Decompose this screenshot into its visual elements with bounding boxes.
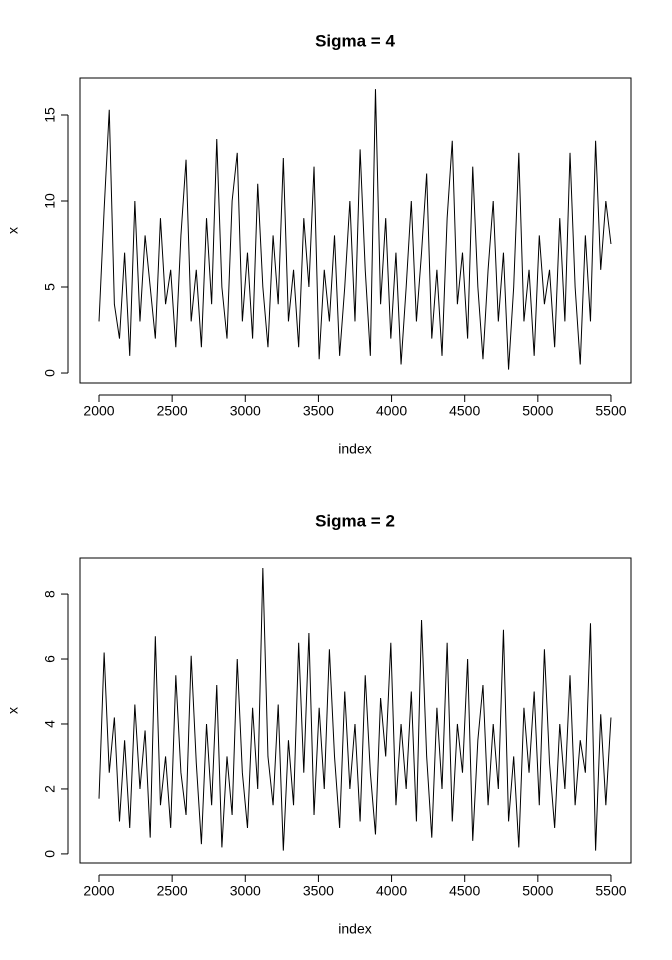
- x-tick-label: 5000: [522, 883, 553, 899]
- y-tick-label: 10: [42, 193, 58, 209]
- y-tick-label: 5: [42, 283, 58, 291]
- x-tick-label: 2500: [157, 403, 188, 419]
- chart-title: Sigma = 2: [315, 511, 395, 530]
- x-tick-label: 5000: [522, 403, 553, 419]
- x-tick-label: 5500: [595, 403, 626, 419]
- x-tick-label: 4000: [376, 403, 407, 419]
- y-tick-label: 0: [42, 369, 58, 377]
- x-axis-label: index: [338, 441, 371, 457]
- x-tick-label: 3500: [303, 883, 334, 899]
- x-tick-label: 4500: [449, 403, 480, 419]
- y-axis-label: x: [5, 707, 21, 714]
- x-tick-label: 5500: [595, 883, 626, 899]
- x-tick-label: 4500: [449, 883, 480, 899]
- y-tick-label: 6: [42, 655, 58, 663]
- x-tick-label: 2500: [157, 883, 188, 899]
- x-tick-label: 4000: [376, 883, 407, 899]
- chart-title: Sigma = 4: [315, 31, 395, 50]
- data-line: [98, 568, 612, 851]
- x-axis-label: index: [338, 921, 371, 937]
- plot-box: [79, 77, 632, 384]
- x-tick-label: 2000: [83, 403, 114, 419]
- y-tick-label: 15: [42, 107, 58, 123]
- plot-box: [79, 557, 632, 864]
- y-axis-label: x: [5, 227, 21, 234]
- y-tick-label: 2: [42, 785, 58, 793]
- x-tick-label: 3000: [230, 883, 261, 899]
- y-tick-label: 0: [42, 850, 58, 858]
- x-tick-label: 3500: [303, 403, 334, 419]
- data-line: [98, 89, 612, 370]
- y-tick-label: 4: [42, 720, 58, 728]
- y-tick-label: 8: [42, 590, 58, 598]
- x-tick-label: 3000: [230, 403, 261, 419]
- x-tick-label: 2000: [83, 883, 114, 899]
